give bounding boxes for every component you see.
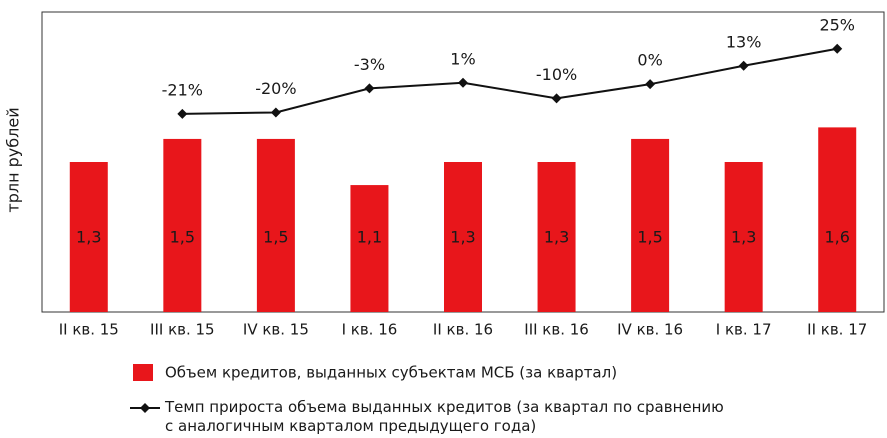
- data-label: -10%: [536, 65, 577, 84]
- data-label: 1,3: [76, 228, 101, 247]
- data-label: 1,5: [263, 228, 288, 247]
- line-marker: [832, 43, 843, 54]
- x-tick-label: III кв. 15: [150, 321, 215, 339]
- line-marker: [551, 93, 562, 104]
- bar: [631, 138, 670, 312]
- line-marker: [364, 83, 375, 94]
- data-label: 1,1: [357, 228, 382, 247]
- x-tick-label: I кв. 17: [716, 321, 772, 339]
- x-tick-label: II кв. 16: [433, 321, 493, 339]
- bar: [724, 162, 763, 312]
- x-tick-label: III кв. 16: [524, 321, 589, 339]
- data-label: -20%: [255, 79, 296, 98]
- bar: [163, 138, 202, 312]
- y-axis-label: трлн рублей: [4, 107, 23, 212]
- line-marker: [645, 79, 656, 90]
- legend-marker: [140, 403, 150, 413]
- data-label: 1,6: [824, 228, 849, 247]
- x-tick-label: I кв. 16: [342, 321, 398, 339]
- bar: [256, 138, 295, 312]
- data-label: -3%: [354, 55, 385, 74]
- line: [182, 47, 838, 115]
- bar: [444, 162, 482, 312]
- data-label: 1,5: [170, 228, 195, 247]
- bar: [69, 162, 108, 312]
- data-label: 1,3: [450, 228, 475, 247]
- line-marker: [738, 60, 749, 71]
- data-label: 25%: [819, 15, 855, 34]
- line-marker: [458, 77, 468, 88]
- data-label: 0%: [637, 51, 662, 70]
- data-label: 13%: [726, 32, 762, 51]
- bar: [537, 162, 576, 312]
- x-tick-label: IV кв. 15: [243, 321, 309, 339]
- bar: [350, 185, 389, 312]
- legend-swatch-bar: [133, 364, 153, 381]
- legend-label: Объем кредитов, выданных субъектам МСБ (…: [165, 364, 617, 382]
- data-label: -21%: [162, 80, 203, 99]
- x-tick-label: II кв. 17: [807, 321, 867, 339]
- line-marker: [177, 108, 188, 119]
- x-tick-label: IV кв. 16: [617, 321, 683, 339]
- x-tick-label: II кв. 15: [59, 321, 119, 339]
- line-marker: [270, 107, 281, 118]
- data-label: 1,5: [637, 228, 662, 247]
- bar: [818, 127, 857, 312]
- legend-label: Темп прироста объема выданных кредитов (…: [165, 398, 724, 435]
- data-label: 1%: [450, 49, 475, 68]
- data-label: 1,3: [731, 228, 756, 247]
- data-label: 1,3: [544, 228, 569, 247]
